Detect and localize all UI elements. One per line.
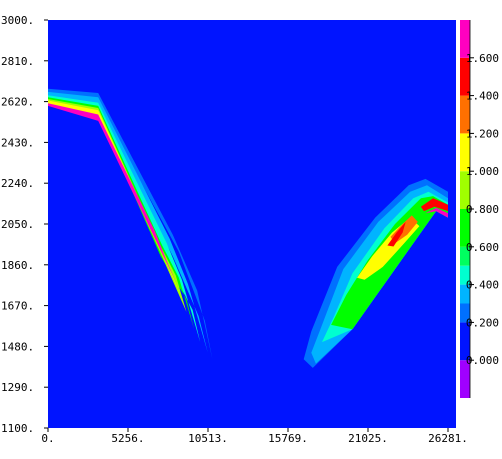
colorbar-tick-label-3: 0.600 <box>466 241 499 254</box>
x-axis-ticks: 0. 5256. 10513. 15769. 21025. 26281. <box>41 428 468 445</box>
y-tick-label-2: 2620. <box>1 96 34 109</box>
y-tick-label-8: 1480. <box>1 340 34 353</box>
y-tick-label-9: 1290. <box>1 381 34 394</box>
x-tick-label-5: 26281. <box>428 432 468 445</box>
colorbar-segment-0 <box>460 360 470 398</box>
contour-bands <box>48 88 448 368</box>
colorbar-segment-6 <box>460 209 470 247</box>
x-tick-label-1: 5256. <box>111 432 144 445</box>
colorbar-tick-label-1: 0.200 <box>466 316 499 329</box>
colorbar-segment-2 <box>460 303 470 323</box>
contour-band-10 <box>331 196 448 330</box>
contour-band-15 <box>425 207 448 218</box>
colorbar-segment-1 <box>460 322 470 361</box>
colorbar-tick-label-2: 0.400 <box>466 279 499 292</box>
contour-band-13 <box>387 221 406 247</box>
colorbar-tick-label-7: 1.400 <box>466 90 499 103</box>
x-tick-label-4: 21025. <box>348 432 388 445</box>
contour-band-14 <box>420 198 448 212</box>
y-tick-label-5: 2050. <box>1 218 34 231</box>
colorbar-tick-label-4: 0.800 <box>466 203 499 216</box>
colorbar-segment-11 <box>460 20 470 58</box>
y-tick-label-0: 3000. <box>1 14 34 27</box>
colorbar-segment-3 <box>460 284 470 304</box>
colorbar-segment-8 <box>460 133 470 172</box>
colorbar: 0.000 0.200 0.400 0.600 0.800 1.000 1.200 1.400… <box>460 20 499 398</box>
colorbar-segment-7 <box>460 171 470 209</box>
plot-area <box>48 20 456 428</box>
y-tick-label-3: 2430. <box>1 136 34 149</box>
y-tick-label-10: 1100. <box>1 422 34 435</box>
x-tick-label-3: 15769. <box>268 432 308 445</box>
x-tick-label-0: 0. <box>41 432 54 445</box>
y-tick-label-4: 2240. <box>1 177 34 190</box>
colorbar-tick-label-8: 1.600 <box>466 52 499 65</box>
colorbar-tick-label-6: 1.200 <box>466 127 499 140</box>
y-tick-label-1: 2810. <box>1 55 34 68</box>
y-tick-label-6: 1860. <box>1 259 34 272</box>
colorbar-segment-9 <box>460 95 470 134</box>
colorbar-tick-label-0: 0.000 <box>466 354 499 367</box>
y-tick-label-7: 1670. <box>1 300 34 313</box>
colorbar-segment-4 <box>460 265 470 285</box>
colorbar-segment-10 <box>460 57 470 96</box>
x-tick-label-2: 10513. <box>188 432 228 445</box>
colorbar-tick-label-5: 1.000 <box>466 165 499 178</box>
y-axis-ticks: 3000. 2810. 2620. 2430. 2240. 2050. 1860. 1670.… <box>1 14 48 435</box>
colorbar-segment-5 <box>460 246 470 266</box>
